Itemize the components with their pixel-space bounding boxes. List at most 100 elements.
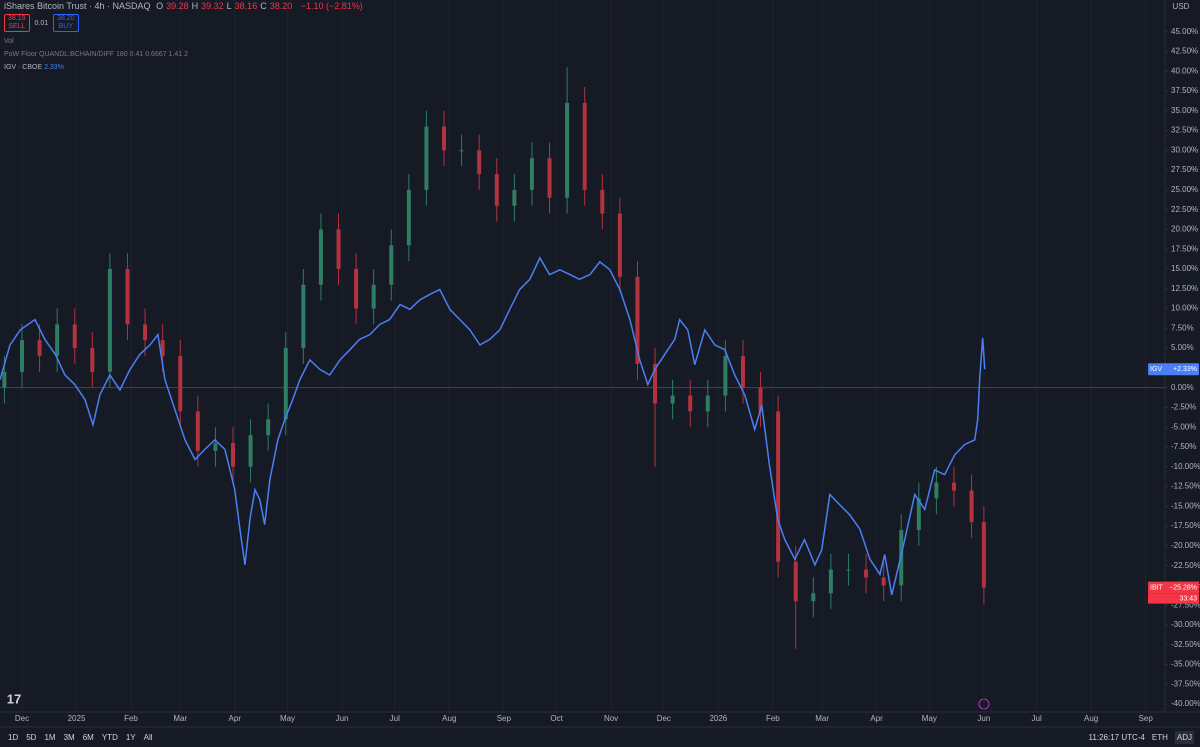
y-tick-label: -10.00% bbox=[1171, 462, 1200, 471]
ohlc-value: 39.32 bbox=[201, 1, 224, 11]
ohlc-label: O bbox=[156, 1, 164, 11]
logo[interactable]: 17 bbox=[7, 691, 21, 706]
candle-body bbox=[653, 363, 658, 404]
candle-body bbox=[846, 569, 851, 571]
x-tick-label: Jun bbox=[336, 714, 349, 723]
x-tick-label: Jul bbox=[1032, 714, 1042, 723]
candle-body bbox=[529, 158, 534, 190]
candle-body bbox=[406, 189, 411, 246]
range-button[interactable]: 1Y bbox=[125, 733, 136, 742]
x-tick-label: Dec bbox=[15, 714, 29, 723]
header: iShares Bitcoin Trust · 4h · NASDAQ O 39.… bbox=[4, 1, 366, 11]
candle-body bbox=[934, 482, 939, 499]
candle-body bbox=[565, 102, 570, 198]
candle-body bbox=[916, 498, 921, 531]
candle-body bbox=[758, 387, 763, 412]
range-group: 1D 5D 1M 3M 6M YTD 1Y All bbox=[0, 733, 153, 742]
ohlc-label: C bbox=[260, 1, 267, 11]
candle-body bbox=[318, 229, 323, 285]
range-button[interactable]: 6M bbox=[82, 733, 94, 742]
range-button[interactable]: 5D bbox=[26, 733, 37, 742]
candle-body bbox=[951, 482, 956, 491]
candle-body bbox=[828, 569, 833, 594]
candle-body bbox=[981, 522, 986, 588]
candle-body bbox=[547, 158, 552, 198]
candle-body bbox=[969, 490, 974, 523]
candle-body bbox=[477, 150, 482, 175]
y-tick-label: 20.00% bbox=[1171, 225, 1198, 234]
candle-body bbox=[635, 276, 640, 364]
x-tick-label: Mar bbox=[173, 714, 187, 723]
y-tick-label: 17.50% bbox=[1171, 244, 1198, 253]
y-tick-label: -2.50% bbox=[1171, 403, 1196, 412]
y-tick-label: -35.00% bbox=[1171, 660, 1200, 669]
candle-body bbox=[494, 174, 499, 206]
range-button[interactable]: 1M bbox=[44, 733, 56, 742]
y-tick-label: -22.50% bbox=[1171, 561, 1200, 570]
y-tick-label: 32.50% bbox=[1171, 126, 1198, 135]
x-tick-label: Oct bbox=[550, 714, 563, 723]
countdown: 33:43 bbox=[1179, 595, 1197, 602]
y-tick-label: 15.00% bbox=[1171, 264, 1198, 273]
y-tick-label: 45.00% bbox=[1171, 27, 1198, 36]
candle-body bbox=[617, 213, 622, 277]
compare-legend[interactable]: IGV · CBOE 2.33% bbox=[4, 64, 64, 71]
y-tick-label: 30.00% bbox=[1171, 145, 1198, 154]
countdown-box bbox=[1148, 593, 1199, 604]
range-button[interactable]: All bbox=[143, 733, 153, 742]
candle-body bbox=[740, 356, 745, 388]
series-line bbox=[0, 256, 986, 596]
x-tick-label: Mar bbox=[815, 714, 829, 723]
candle-body bbox=[389, 245, 394, 285]
candle-body bbox=[723, 356, 728, 396]
y-tick-label: -17.50% bbox=[1171, 521, 1200, 530]
session[interactable]: ETH bbox=[1151, 733, 1168, 742]
x-tick-label: Dec bbox=[657, 714, 671, 723]
candle-body bbox=[582, 102, 587, 190]
x-tick-label: Jul bbox=[390, 714, 400, 723]
price-tag-value: −25.28% bbox=[1169, 584, 1197, 591]
range-button[interactable]: 3M bbox=[63, 733, 75, 742]
y-tick-label: -12.50% bbox=[1171, 482, 1200, 491]
candle-body bbox=[793, 561, 798, 602]
price-tag-name: IBIT bbox=[1150, 584, 1164, 591]
range-button[interactable]: 1D bbox=[8, 733, 19, 742]
candle-body bbox=[178, 356, 183, 412]
candle-body bbox=[811, 593, 816, 602]
buy-label: BUY bbox=[58, 23, 74, 30]
indicator[interactable]: Vol bbox=[4, 38, 14, 45]
candle-body bbox=[107, 268, 112, 372]
indicator[interactable]: PoW Floor QUANDL:BCHAIN/DIFF 180 0.41 0.… bbox=[4, 51, 189, 58]
candle-body bbox=[301, 284, 306, 349]
plot-area bbox=[0, 0, 1165, 712]
candle-body bbox=[266, 419, 271, 436]
price-tag-name: IGV bbox=[1150, 366, 1162, 373]
x-tick-label: Apr bbox=[870, 714, 883, 723]
sell-label: SELL bbox=[8, 23, 26, 30]
y-tick-label: 42.50% bbox=[1171, 47, 1198, 56]
clock: 11:26:17 UTC-4 bbox=[1088, 733, 1145, 742]
y-tick-label: -7.50% bbox=[1171, 442, 1196, 451]
candle-body bbox=[248, 435, 253, 467]
spread: 0.01 bbox=[34, 19, 49, 27]
candle-body bbox=[143, 324, 148, 341]
symbol[interactable]: iShares Bitcoin Trust · 4h · NASDAQ bbox=[4, 1, 151, 11]
candle-body bbox=[195, 411, 200, 451]
sell-price: 38.19 bbox=[8, 15, 26, 22]
sell-button[interactable]: 38.19 SELL bbox=[4, 14, 30, 32]
y-tick-label: -27.50% bbox=[1171, 600, 1200, 609]
y-tick-label: 22.50% bbox=[1171, 205, 1198, 214]
candle-body bbox=[424, 126, 429, 190]
buy-button[interactable]: 38.20 BUY bbox=[53, 14, 79, 32]
compare-value: 2.33% bbox=[44, 64, 64, 71]
y-tick-label: 12.50% bbox=[1171, 284, 1198, 293]
currency[interactable]: USD bbox=[1173, 2, 1190, 11]
candle-body bbox=[705, 395, 710, 412]
range-button[interactable]: YTD bbox=[101, 733, 118, 742]
y-tick-label: 7.50% bbox=[1171, 323, 1194, 332]
adj[interactable]: ADJ bbox=[1174, 731, 1194, 744]
candle-body bbox=[881, 577, 886, 586]
candle-body bbox=[512, 189, 517, 206]
y-tick-label: 37.50% bbox=[1171, 86, 1198, 95]
